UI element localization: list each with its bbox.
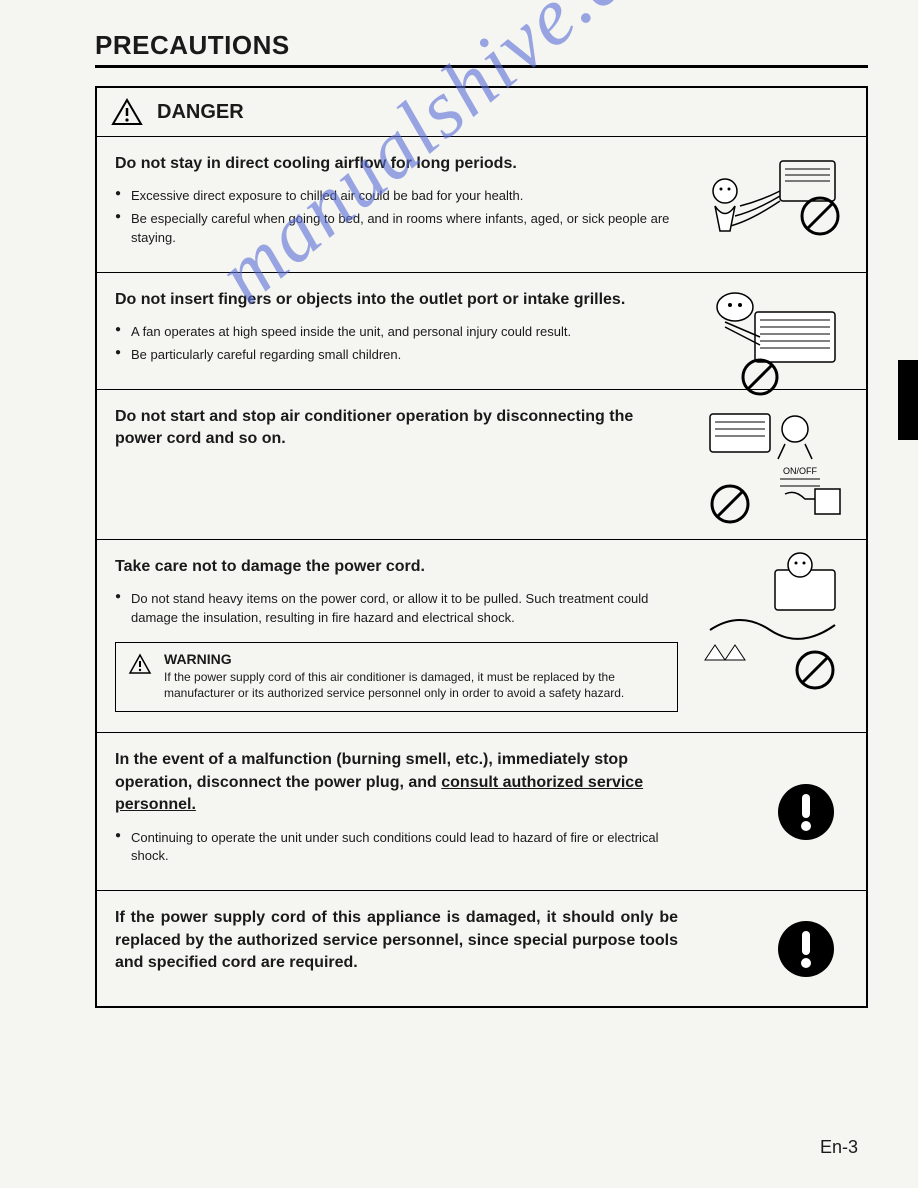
precaution-section: Do not start and stop air conditioner op… xyxy=(97,390,866,540)
page-number: En-3 xyxy=(820,1137,858,1158)
precaution-section: Do not stay in direct cooling airflow fo… xyxy=(97,137,866,273)
illustration-power-icon: ON/OFF xyxy=(700,404,850,534)
warning-triangle-icon xyxy=(111,98,143,126)
bullet-item: Be particularly careful regarding small … xyxy=(115,346,678,365)
danger-header: DANGER xyxy=(97,88,866,137)
danger-box: DANGER Do not stay in direct cooling air… xyxy=(95,86,868,1008)
bullet-item: Excessive direct exposure to chilled air… xyxy=(115,187,678,206)
page-title: PRECAUTIONS xyxy=(95,30,868,68)
bullet-item: A fan operates at high speed inside the … xyxy=(115,323,678,342)
precaution-section: Do not insert fingers or objects into th… xyxy=(97,273,866,390)
alert-circle-icon xyxy=(776,919,836,979)
sub-warning-box: WARNING If the power supply cord of this… xyxy=(115,642,678,712)
section-title: If the power supply cord of this applian… xyxy=(115,907,848,974)
sub-warning-title: WARNING xyxy=(164,651,665,667)
bullet-list: Continuing to operate the unit under suc… xyxy=(115,829,848,867)
precaution-section: If the power supply cord of this applian… xyxy=(97,891,866,1006)
warning-triangle-icon xyxy=(128,653,152,675)
danger-label: DANGER xyxy=(157,101,244,124)
side-tab xyxy=(898,360,918,440)
illustration-airflow-icon xyxy=(700,151,850,241)
alert-circle-icon xyxy=(776,782,836,842)
bullet-item: Be especially careful when going to bed,… xyxy=(115,210,678,248)
sub-warning-text: If the power supply cord of this air con… xyxy=(164,669,665,701)
precaution-section: Take care not to damage the power cord. … xyxy=(97,540,866,733)
illustration-grille-icon xyxy=(700,287,850,397)
precaution-section: In the event of a malfunction (burning s… xyxy=(97,733,866,891)
bullet-item: Do not stand heavy items on the power co… xyxy=(115,590,678,628)
bullet-item: Continuing to operate the unit under suc… xyxy=(115,829,678,867)
illustration-cord-icon xyxy=(700,550,850,700)
illus-label: ON/OFF xyxy=(783,466,817,476)
section-title: In the event of a malfunction (burning s… xyxy=(115,749,848,816)
